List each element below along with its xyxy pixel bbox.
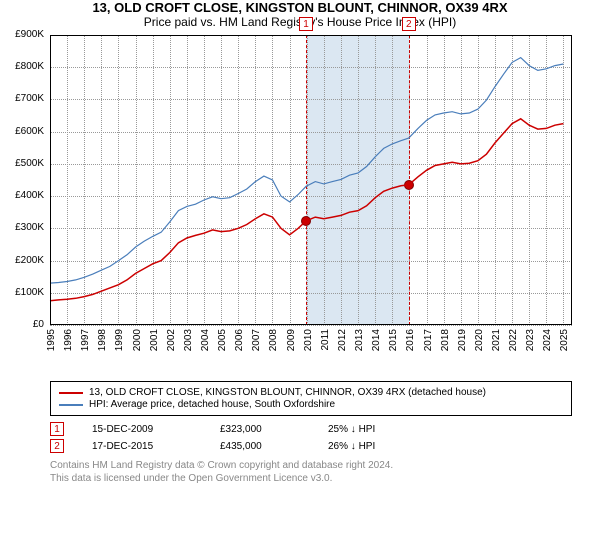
marker-number-box: 1	[299, 17, 313, 31]
sales-price: £435,000	[220, 441, 300, 452]
legend-label: HPI: Average price, detached house, Sout…	[89, 399, 335, 410]
legend: 13, OLD CROFT CLOSE, KINGSTON BLOUNT, CH…	[50, 381, 572, 416]
x-tick-label: 2025	[559, 329, 570, 359]
sales-delta: 25% ↓ HPI	[328, 424, 375, 435]
sales-marker-box: 1	[50, 422, 64, 436]
legend-row: 13, OLD CROFT CLOSE, KINGSTON BLOUNT, CH…	[59, 387, 563, 398]
legend-swatch	[59, 404, 83, 406]
sales-date: 15-DEC-2009	[92, 424, 192, 435]
x-tick-label: 2005	[217, 329, 228, 359]
x-tick-label: 2013	[354, 329, 365, 359]
x-tick-label: 1997	[80, 329, 91, 359]
marker-number-box: 2	[402, 17, 416, 31]
x-tick-label: 2011	[320, 329, 331, 359]
x-tick-label: 2004	[200, 329, 211, 359]
sales-row: 1 15-DEC-2009 £323,000 25% ↓ HPI	[50, 422, 572, 436]
x-tick-label: 1998	[97, 329, 108, 359]
x-tick-label: 2009	[286, 329, 297, 359]
x-tick-label: 2012	[337, 329, 348, 359]
x-tick-label: 2010	[303, 329, 314, 359]
sales-date: 17-DEC-2015	[92, 441, 192, 452]
chart-area: £0£100K£200K£300K£400K£500K£600K£700K£80…	[0, 35, 600, 373]
x-tick-label: 2018	[440, 329, 451, 359]
x-tick-label: 2020	[474, 329, 485, 359]
x-tick-label: 2003	[183, 329, 194, 359]
x-tick-label: 2014	[371, 329, 382, 359]
legend-swatch	[59, 392, 83, 394]
footer-line-1: Contains HM Land Registry data © Crown c…	[50, 459, 572, 472]
x-tick-label: 2023	[525, 329, 536, 359]
sales-row: 2 17-DEC-2015 £435,000 26% ↓ HPI	[50, 439, 572, 453]
gridline-h	[50, 325, 572, 326]
x-tick-label: 2024	[542, 329, 553, 359]
sales-price: £323,000	[220, 424, 300, 435]
legend-row: HPI: Average price, detached house, Sout…	[59, 399, 563, 410]
x-tick-label: 2017	[423, 329, 434, 359]
x-tick-label: 2001	[149, 329, 160, 359]
x-tick-label: 2008	[268, 329, 279, 359]
chart-title: 13, OLD CROFT CLOSE, KINGSTON BLOUNT, CH…	[0, 0, 600, 15]
sales-marker-box: 2	[50, 439, 64, 453]
x-tick-label: 1996	[63, 329, 74, 359]
sales-delta: 26% ↓ HPI	[328, 441, 375, 452]
footer: Contains HM Land Registry data © Crown c…	[50, 459, 572, 485]
plot-border	[50, 35, 572, 325]
x-tick-label: 1995	[46, 329, 57, 359]
footer-line-2: This data is licensed under the Open Gov…	[50, 472, 572, 485]
x-tick-label: 1999	[114, 329, 125, 359]
x-tick-label: 2019	[457, 329, 468, 359]
x-tick-label: 2000	[132, 329, 143, 359]
x-tick-label: 2015	[388, 329, 399, 359]
sales-table: 1 15-DEC-2009 £323,000 25% ↓ HPI 2 17-DEC-201…	[50, 422, 572, 453]
legend-label: 13, OLD CROFT CLOSE, KINGSTON BLOUNT, CH…	[89, 387, 486, 398]
x-tick-label: 2006	[234, 329, 245, 359]
x-tick-label: 2022	[508, 329, 519, 359]
x-tick-label: 2016	[405, 329, 416, 359]
x-tick-label: 2007	[251, 329, 262, 359]
x-tick-label: 2021	[491, 329, 502, 359]
x-tick-label: 2002	[166, 329, 177, 359]
